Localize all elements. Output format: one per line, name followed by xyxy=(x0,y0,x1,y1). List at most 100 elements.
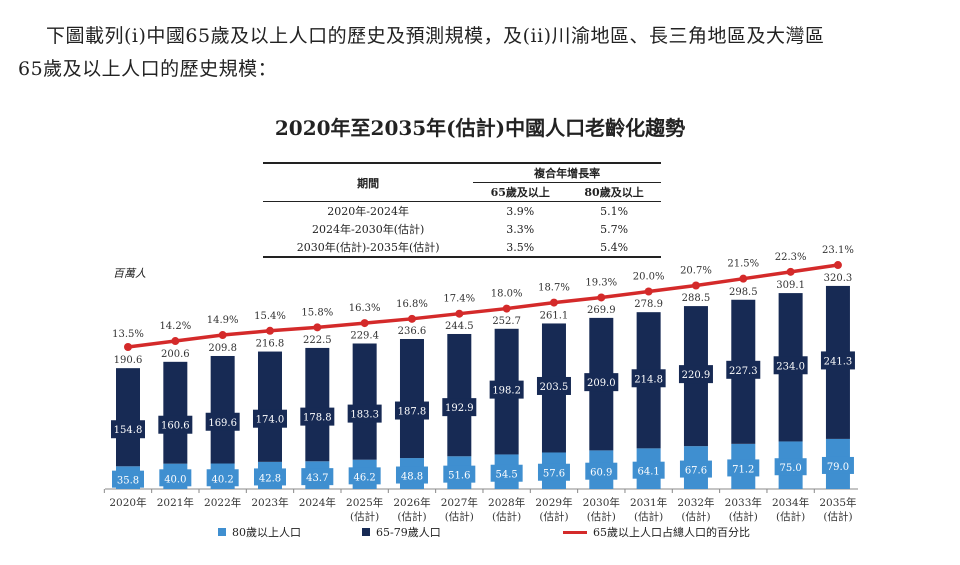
percentage-label: 17.4% xyxy=(443,294,475,305)
data-label-65-79: 227.3 xyxy=(729,366,758,377)
legend-item-80plus: 80歲以上人口 xyxy=(218,524,301,540)
data-label-total: 309.1 xyxy=(776,280,805,291)
label-box-80plus xyxy=(159,469,192,487)
table-row: 2020年-2024年 3.9% 5.1% xyxy=(263,202,661,221)
percentage-point xyxy=(644,287,653,296)
data-label-65-79: 214.8 xyxy=(634,374,663,385)
x-tick-label: 2024年 xyxy=(299,496,336,509)
legend-swatch xyxy=(362,528,370,536)
percentage-label: 14.2% xyxy=(159,321,191,332)
bar-65-79 xyxy=(210,355,235,464)
header-period: 期間 xyxy=(263,163,474,202)
x-tick-label: 2022年 xyxy=(204,496,241,509)
data-label-80plus: 40.2 xyxy=(212,474,234,485)
percentage-point xyxy=(407,314,416,323)
percentage-label: 13.5% xyxy=(112,329,144,340)
label-box-65-79 xyxy=(678,365,713,384)
data-label-80plus: 48.8 xyxy=(401,472,423,483)
data-label-65-79: 178.8 xyxy=(303,413,332,424)
cagr65-cell: 3.9% xyxy=(506,204,535,218)
label-box-65-79 xyxy=(252,409,287,428)
label-box-80plus xyxy=(443,465,476,483)
data-label-80plus: 79.0 xyxy=(827,462,849,473)
label-box-65-79 xyxy=(347,404,382,423)
data-label-65-79: 160.6 xyxy=(161,421,190,432)
percentage-label: 23.1% xyxy=(822,245,854,256)
percentage-label: 20.7% xyxy=(680,266,712,277)
x-tick-sublabel: (估計) xyxy=(776,510,805,523)
x-tick-sublabel: (估計) xyxy=(397,510,426,523)
x-tick-label: 2021年 xyxy=(157,496,194,509)
x-tick-label: 2033年 xyxy=(725,496,762,509)
data-label-80plus: 54.5 xyxy=(496,470,518,481)
header-65: 65歲及以上 xyxy=(490,186,550,199)
label-box-80plus xyxy=(774,458,807,476)
percentage-point xyxy=(265,326,274,335)
percentage-point xyxy=(502,304,511,313)
label-box-65-79 xyxy=(111,420,145,439)
x-tick-sublabel: (估計) xyxy=(729,510,758,523)
x-tick-sublabel: (估計) xyxy=(350,510,379,523)
label-box-80plus xyxy=(821,456,854,474)
chart-title: 2020年至2035年(估計)中國人口老齡化趨勢 xyxy=(274,116,686,140)
x-tick-label: 2032年 xyxy=(677,496,714,509)
percentage-label: 15.8% xyxy=(301,307,333,318)
cagr80-cell: 5.1% xyxy=(600,204,629,218)
bar-65-79 xyxy=(399,338,424,459)
percentage-point xyxy=(360,319,369,328)
data-label-65-79: 174.0 xyxy=(256,415,285,426)
label-box-65-79 xyxy=(394,401,429,420)
header-80: 80歲及以上 xyxy=(584,186,644,199)
data-label-80plus: 64.1 xyxy=(637,467,659,478)
label-box-80plus xyxy=(679,460,712,478)
bar-65-79 xyxy=(163,361,188,464)
percentage-label: 21.5% xyxy=(727,259,759,270)
x-tick-label: 2035年 xyxy=(819,496,856,509)
data-label-65-79: 183.3 xyxy=(350,410,379,421)
data-label-65-79: 169.6 xyxy=(208,418,237,429)
label-box-80plus xyxy=(253,468,286,486)
x-tick-label: 2023年 xyxy=(251,496,288,509)
label-box-80plus xyxy=(727,459,760,477)
data-label-total: 288.5 xyxy=(682,293,711,304)
x-tick-sublabel: (估計) xyxy=(539,510,568,523)
bar-65-79 xyxy=(305,347,330,462)
x-tick-sublabel: (估計) xyxy=(634,510,663,523)
percentage-label: 16.8% xyxy=(396,299,428,310)
label-box-80plus xyxy=(395,466,428,484)
data-label-65-79: 154.8 xyxy=(114,425,143,436)
label-box-80plus xyxy=(585,462,618,480)
data-label-80plus: 35.8 xyxy=(117,476,139,487)
legend-label: 65歲以上人口占總人口的百分比 xyxy=(593,526,750,539)
period-cell: 2020年-2024年 xyxy=(327,205,410,218)
data-label-total: 261.1 xyxy=(540,310,569,321)
percentage-line xyxy=(127,263,839,349)
data-label-65-79: 220.9 xyxy=(682,370,711,381)
legend-label: 65-79歲人口 xyxy=(376,526,441,539)
bar-65-79 xyxy=(116,368,140,467)
intro-line-1: 下圖載列(i)中國65歲及以上人口的歷史及預測規模，及(ii)川渝地區、長三角地… xyxy=(46,25,825,47)
data-label-total: 209.8 xyxy=(208,343,237,354)
data-label-80plus: 60.9 xyxy=(590,468,612,479)
x-tick-label: 2020年 xyxy=(109,496,146,509)
label-box-65-79 xyxy=(536,376,571,395)
intro-line-2: 65歲及以上人口的歷史規模： xyxy=(18,58,278,80)
data-label-65-79: 234.0 xyxy=(776,361,805,372)
bar-65-79 xyxy=(352,343,377,460)
data-label-65-79: 187.8 xyxy=(398,407,427,418)
label-box-65-79 xyxy=(584,373,619,392)
x-tick-sublabel: (估計) xyxy=(445,510,474,523)
data-label-total: 269.9 xyxy=(587,305,616,316)
period-cell: 2024年-2030年(估計) xyxy=(312,223,425,236)
x-tick-label: 2029年 xyxy=(535,496,572,509)
intro-text: 下圖載列(i)中國65歲及以上人口的歷史及預測規模，及(ii)川渝地區、長三角地… xyxy=(18,20,948,86)
percentage-point xyxy=(833,261,842,270)
x-tick-label: 2031年 xyxy=(630,496,667,509)
percentage-label: 18.0% xyxy=(491,289,523,300)
data-label-80plus: 46.2 xyxy=(354,472,376,483)
header-cagr: 複合年增長率 xyxy=(473,163,661,183)
cagr65-cell: 3.5% xyxy=(506,240,535,254)
table-row: 2030年(估計)-2035年(估計) 3.5% 5.4% xyxy=(263,238,661,257)
label-box-80plus xyxy=(537,463,570,481)
label-box-65-79 xyxy=(631,369,666,388)
